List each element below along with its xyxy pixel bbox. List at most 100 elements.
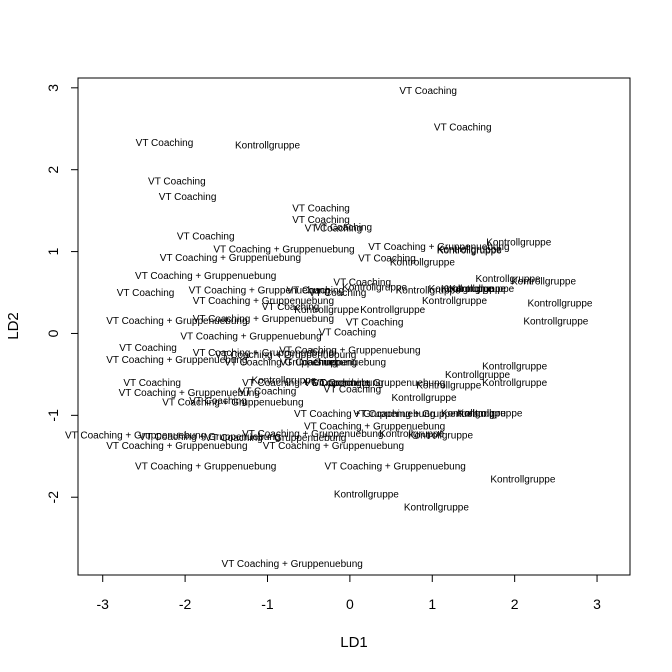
x-tick-label: 0 xyxy=(346,596,354,612)
point-label: VT Coaching + Gruppenuebung xyxy=(304,421,445,432)
point-label: VT Coaching xyxy=(292,215,350,226)
point-label: Kontrollgruppe xyxy=(441,408,506,419)
point-label: VT Coaching + Gruppenuebung xyxy=(135,462,276,473)
point-label: Kontrollgruppe xyxy=(457,408,522,419)
y-tick-label: 2 xyxy=(45,166,61,174)
point-label: Kontrollgruppe xyxy=(416,381,481,392)
point-label: VT Coaching + Gruppenuebung xyxy=(325,462,466,473)
point-label: VT Coaching xyxy=(309,288,367,299)
y-tick-label: -1 xyxy=(45,409,61,422)
x-tick-label: 3 xyxy=(593,596,601,612)
point-label: Kontrollgruppe xyxy=(342,282,407,293)
point-label: Kontrollgruppe xyxy=(437,245,502,256)
x-tick-label: -3 xyxy=(96,596,109,612)
point-label: VT Coaching + Gruppenuebung xyxy=(205,433,346,444)
point-label: VT Coaching + Gruppenuebung xyxy=(353,409,494,420)
point-label: VT Coaching xyxy=(286,286,344,297)
x-tick-label: 1 xyxy=(428,596,436,612)
point-label: VT Coaching + Gruppenuebung xyxy=(263,441,404,452)
x-axis: -3 -2 -1 0 1 2 3 xyxy=(96,574,601,612)
point-label: Kontrollgruppe xyxy=(334,489,399,500)
point-label: VT Coaching + Gruppenuebung xyxy=(193,348,334,359)
point-label: VT Coaching + Gruppenuebung xyxy=(242,378,383,389)
point-label: VT Coaching xyxy=(305,223,363,234)
point-label: VT Coaching xyxy=(314,223,372,234)
y-axis: -2 -1 0 1 2 3 xyxy=(45,84,79,504)
point-label: Kontrollgruppe xyxy=(294,305,359,316)
point-label: VT Coaching + Gruppenuebung xyxy=(304,378,445,389)
point-label: Kontrollgruppe xyxy=(482,378,547,389)
y-axis-title: LD2 xyxy=(5,312,22,340)
point-label: VT Coaching xyxy=(346,317,404,328)
point-label: Kontrollgruppe xyxy=(379,429,444,440)
point-label: VT Coaching xyxy=(189,396,247,407)
point-label: VT Coaching xyxy=(262,302,320,313)
point-label: VT Coaching xyxy=(399,86,457,97)
point-label: VT Coaching xyxy=(239,386,297,397)
point-label: VT Coaching + Gruppenuebung xyxy=(135,271,276,282)
x-tick-label: -1 xyxy=(261,596,274,612)
point-label: VT Coaching + Gruppenuebung xyxy=(294,409,435,420)
point-label: Kontrollgruppe xyxy=(251,376,316,387)
point-label: VT Coaching + Gruppenuebung xyxy=(106,316,247,327)
point-label: Kontrollgruppe xyxy=(527,299,592,310)
point-label: Kontrollgruppe xyxy=(449,284,514,295)
point-label: VT Coaching xyxy=(434,123,492,134)
point-label: VT Coaching + Gruppenuebung xyxy=(279,345,420,356)
point-label: Kontrollgruppe xyxy=(360,305,425,316)
point-label: Gruppenuebung xyxy=(314,358,386,369)
point-label: VT Coaching xyxy=(159,192,217,203)
point-label: VT Coaching Gruppenuebung xyxy=(224,358,357,369)
point-label: VT Coaching + Gruppenuebung xyxy=(160,253,301,264)
x-axis-title: LD1 xyxy=(340,634,368,651)
point-label: VT Coaching + Gruppenuebung xyxy=(106,355,247,366)
point-label: Kontrollgruppe xyxy=(396,286,461,297)
point-label: Kontrollgruppe xyxy=(390,258,455,269)
point-label: Kontrollgruppe xyxy=(445,370,510,381)
point-label: VT Coaching xyxy=(324,385,382,396)
point-label: VT Coaching + Gruppenuebung xyxy=(193,296,334,307)
point-label: Kontrollgruppe xyxy=(476,274,541,285)
point-label: VT Coaching + Gruppenuebung xyxy=(106,441,247,452)
point-label: Kontrollgruppe xyxy=(422,296,487,307)
point-label: VT Coaching xyxy=(136,138,194,149)
y-tick-label: 1 xyxy=(45,247,61,255)
point-label: VT Coaching xyxy=(123,378,181,389)
point-label: VT Coaching + Gruppenuebung xyxy=(242,429,383,440)
point-label: VT Coaching + Gruppenuebung xyxy=(65,430,206,441)
point-label: VT Coaching + Gruppenuebung xyxy=(215,350,356,361)
point-label: VT Coaching xyxy=(358,254,416,265)
point-label: VT Coaching xyxy=(177,232,235,243)
point-label: VT Coaching + Gruppenuebung xyxy=(193,314,334,325)
y-tick-label: -2 xyxy=(45,491,61,504)
y-tick-label: 3 xyxy=(45,84,61,92)
point-label: VT Coaching xyxy=(313,378,371,389)
point-label: Kontrollgruppe xyxy=(437,245,502,256)
point-label: VT Coaching + Gruppenuebung xyxy=(180,331,321,342)
point-label: Kontrollgruppe xyxy=(511,277,576,288)
x-tick-label: -2 xyxy=(179,596,192,612)
point-label: Kontrollgruppe xyxy=(408,430,473,441)
point-label: Kontrollgruppe xyxy=(441,284,506,295)
point-label: VT Coaching + Gruppenuebung xyxy=(139,432,280,443)
point-label: VT Coaching + Gruppenuebung xyxy=(189,286,330,297)
point-label: VT Coaching + Gruppenuebung xyxy=(162,398,303,409)
point-label: VT Coaching xyxy=(319,327,377,338)
point-label: VT Coaching xyxy=(117,288,175,299)
point-label: Kontrollgruppe xyxy=(429,284,494,295)
point-label: VT Coaching xyxy=(148,177,206,188)
point-label: VT Coaching + Gruppenuebung xyxy=(222,559,363,570)
point-label: VT Coaching xyxy=(333,277,391,288)
point-label: VT Coaching xyxy=(119,343,177,354)
point-label: Kontrollgruppe xyxy=(482,362,547,373)
point-label: Kontrollgruppe xyxy=(486,237,551,248)
point-label: VT Coaching xyxy=(292,204,350,215)
point-label: Kontrollgruppe xyxy=(490,475,555,486)
point-label: VT Coaching + Gruppenuebung xyxy=(213,245,354,256)
y-tick-label: 0 xyxy=(45,329,61,337)
point-label: VT Coaching + Gruppenuebung xyxy=(119,388,260,399)
point-label: VT Coaching xyxy=(280,358,338,369)
point-label: Kontrollgruppe xyxy=(392,393,457,404)
